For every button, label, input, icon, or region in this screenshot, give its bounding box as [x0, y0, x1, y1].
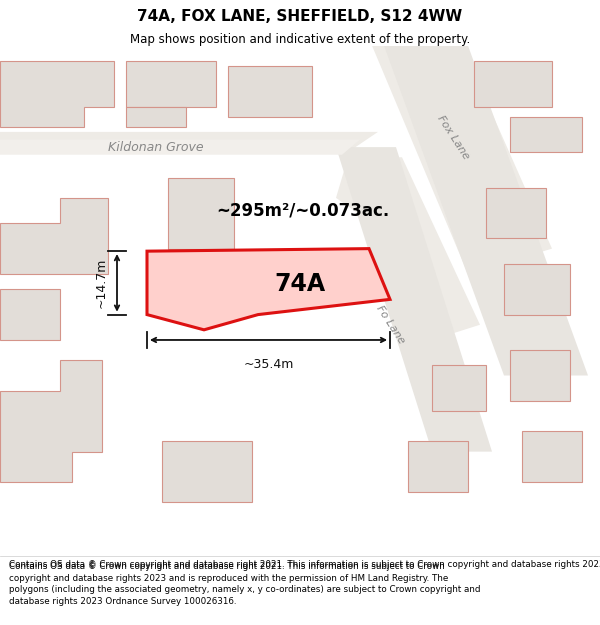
Text: Fo Lane: Fo Lane [374, 304, 406, 346]
Text: ~35.4m: ~35.4m [244, 357, 293, 371]
Polygon shape [372, 46, 552, 274]
Polygon shape [384, 46, 588, 376]
Text: Contains OS data © Crown copyright and database right 2021. This information is : Contains OS data © Crown copyright and d… [9, 562, 481, 606]
Polygon shape [504, 264, 570, 314]
Polygon shape [0, 289, 60, 340]
Polygon shape [168, 177, 234, 249]
Text: Map shows position and indicative extent of the property.: Map shows position and indicative extent… [130, 33, 470, 46]
Polygon shape [126, 106, 186, 127]
Polygon shape [474, 61, 552, 106]
Polygon shape [510, 350, 570, 401]
Polygon shape [0, 198, 108, 274]
Text: Fox Lane: Fox Lane [435, 113, 471, 161]
Polygon shape [510, 117, 582, 152]
Text: ~14.7m: ~14.7m [95, 258, 108, 308]
Polygon shape [0, 132, 378, 152]
Text: 74A, FOX LANE, SHEFFIELD, S12 4WW: 74A, FOX LANE, SHEFFIELD, S12 4WW [137, 9, 463, 24]
Polygon shape [336, 147, 492, 452]
Polygon shape [486, 188, 546, 239]
Polygon shape [147, 249, 390, 330]
Polygon shape [162, 441, 252, 503]
Polygon shape [0, 360, 102, 482]
Polygon shape [126, 61, 216, 106]
Text: 74A: 74A [274, 272, 326, 296]
Polygon shape [522, 431, 582, 482]
Polygon shape [228, 66, 312, 117]
Polygon shape [0, 139, 360, 155]
Polygon shape [408, 441, 468, 493]
Text: Contains OS data © Crown copyright and database right 2021. This information is : Contains OS data © Crown copyright and d… [9, 560, 600, 569]
Polygon shape [0, 61, 114, 127]
Polygon shape [432, 366, 486, 411]
Text: Kildonan Grove: Kildonan Grove [108, 141, 204, 154]
Polygon shape [336, 158, 480, 340]
Text: ~295m²/~0.073ac.: ~295m²/~0.073ac. [216, 201, 389, 219]
